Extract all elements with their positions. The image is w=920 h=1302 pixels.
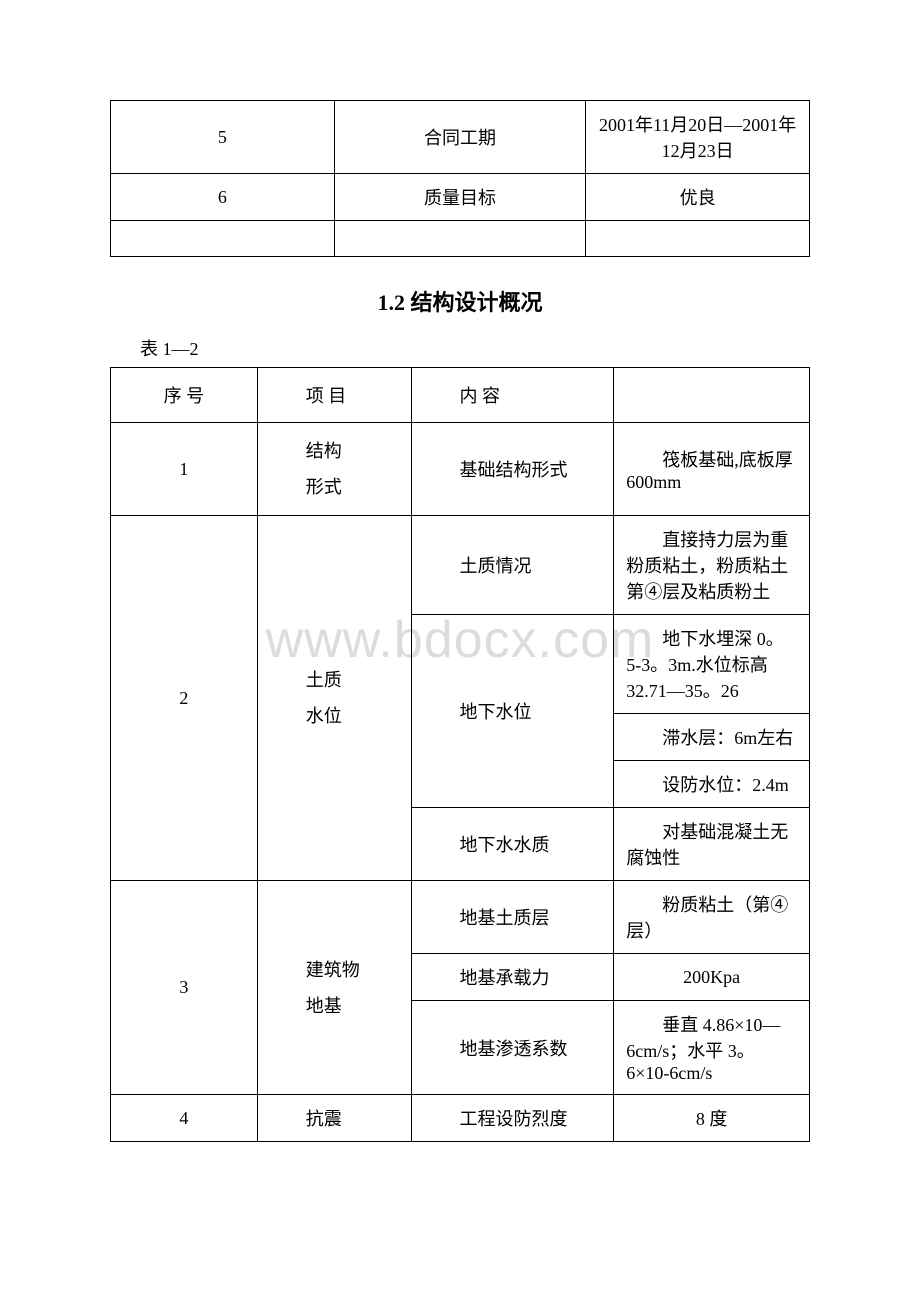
cell-item: 质量目标 (334, 174, 586, 221)
cell-seq: 5 (111, 101, 335, 174)
cell-content: 地下水水质 (411, 808, 614, 881)
cell-content: 2001年11月20日—2001年12月23日 (586, 101, 810, 174)
table-row: 1 结构 形式 基础结构形式 筏板基础,底板厚 600mm (111, 423, 810, 516)
cell-content: 地下水位 (411, 615, 614, 808)
header-cell: 项 目 (257, 368, 411, 423)
cell-detail: 粉质粘土（第④层） (614, 881, 810, 954)
cell-item: 建筑物 地基 (257, 881, 411, 1095)
cell-empty (586, 221, 810, 257)
cell-seq: 6 (111, 174, 335, 221)
cell-seq: 4 (111, 1095, 258, 1142)
cell-item: 合同工期 (334, 101, 586, 174)
cell-content: 基础结构形式 (411, 423, 614, 516)
section-heading: 1.2 结构设计概况 (110, 285, 810, 317)
cell-detail: 地下水埋深 0。5-3。3m.水位标高 32.71—35。26 (614, 615, 810, 714)
header-cell: 序 号 (111, 368, 258, 423)
cell-seq: 2 (111, 516, 258, 881)
cell-empty (111, 221, 335, 257)
cell-detail: 筏板基础,底板厚 600mm (614, 423, 810, 516)
table-header-row: 序 号 项 目 内 容 (111, 368, 810, 423)
table-2: 序 号 项 目 内 容 1 结构 形式 基础结构形式 筏板基础,底板厚 600m… (110, 367, 810, 1142)
cell-content: 地基土质层 (411, 881, 614, 954)
cell-item: 结构 形式 (257, 423, 411, 516)
table-row: 3 建筑物 地基 地基土质层 粉质粘土（第④层） (111, 881, 810, 954)
table-row (111, 221, 810, 257)
table-row: 4 抗震 工程设防烈度 8 度 (111, 1095, 810, 1142)
table-row: 2 土质 水位 土质情况 直接持力层为重粉质粘土，粉质粘土第④层及粘质粉土 (111, 516, 810, 615)
cell-empty (334, 221, 586, 257)
cell-detail: 对基础混凝土无腐蚀性 (614, 808, 810, 881)
cell-detail: 直接持力层为重粉质粘土，粉质粘土第④层及粘质粉土 (614, 516, 810, 615)
cell-item: 抗震 (257, 1095, 411, 1142)
cell-seq: 1 (111, 423, 258, 516)
cell-content: 地基渗透系数 (411, 1001, 614, 1095)
table-row: 6 质量目标 优良 (111, 174, 810, 221)
cell-content: 工程设防烈度 (411, 1095, 614, 1142)
cell-detail: 200Kpa (614, 954, 810, 1001)
page-content: 5 合同工期 2001年11月20日—2001年12月23日 6 质量目标 优良… (110, 100, 810, 1142)
cell-content: 优良 (586, 174, 810, 221)
table-1: 5 合同工期 2001年11月20日—2001年12月23日 6 质量目标 优良 (110, 100, 810, 257)
header-cell: 内 容 (411, 368, 614, 423)
cell-detail: 垂直 4.86×10—6cm/s；水平 3。6×10-6cm/s (614, 1001, 810, 1095)
table-caption: 表 1—2 (140, 335, 810, 361)
table-row: 5 合同工期 2001年11月20日—2001年12月23日 (111, 101, 810, 174)
cell-detail: 设防水位：2.4m (614, 761, 810, 808)
cell-detail: 滞水层：6m左右 (614, 714, 810, 761)
header-cell (614, 368, 810, 423)
cell-seq: 3 (111, 881, 258, 1095)
cell-item: 土质 水位 (257, 516, 411, 881)
cell-content: 土质情况 (411, 516, 614, 615)
cell-detail: 8 度 (614, 1095, 810, 1142)
cell-content: 地基承载力 (411, 954, 614, 1001)
